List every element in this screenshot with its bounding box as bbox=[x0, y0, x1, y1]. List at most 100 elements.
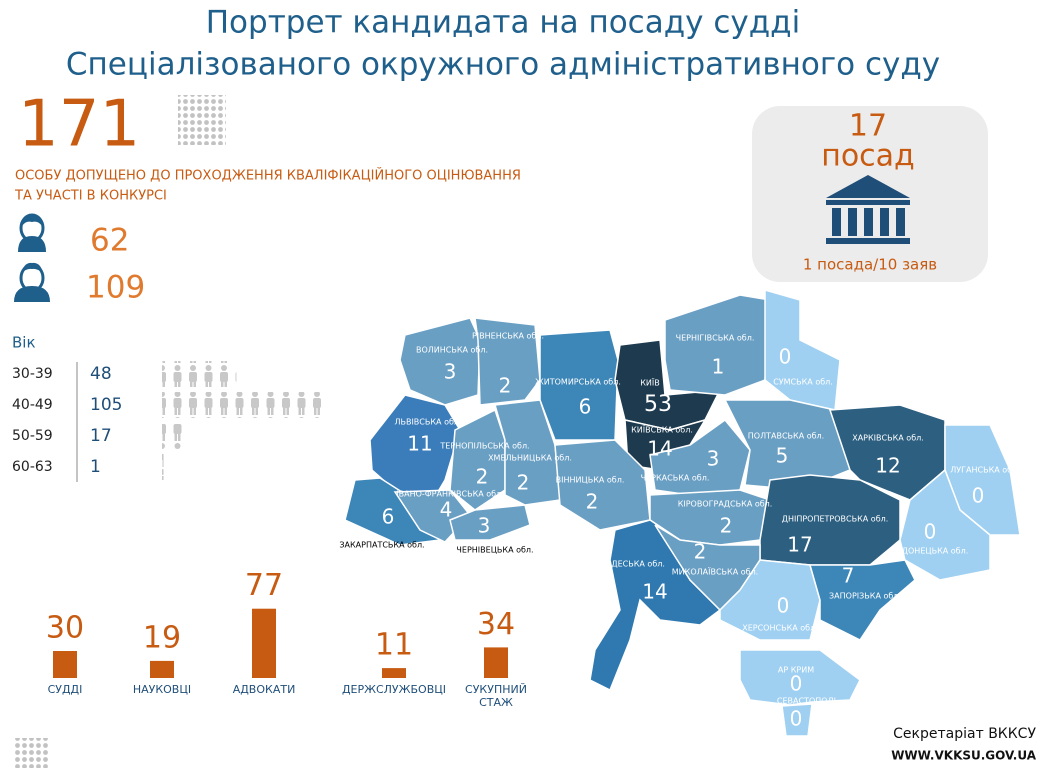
bar-category: СУКУПНИЙ СТАЖ bbox=[465, 683, 527, 709]
region-value: 11 bbox=[407, 432, 432, 456]
region-value: 2 bbox=[694, 540, 707, 564]
region-value: 2 bbox=[586, 490, 599, 514]
age-icons bbox=[162, 361, 237, 387]
region bbox=[719, 559, 821, 641]
region-name: ЗАПОРІЗЬКА обл. bbox=[829, 592, 901, 601]
positions-ratio: 1 посада/10 заяв bbox=[803, 256, 937, 274]
region-value: 0 bbox=[924, 520, 937, 544]
region-value: 7 bbox=[842, 564, 855, 588]
bar bbox=[382, 668, 406, 678]
title-line: Спеціалізованого окружного адміністратив… bbox=[66, 47, 940, 83]
age-icons bbox=[162, 423, 189, 449]
bar-value-label: 30 bbox=[46, 611, 84, 646]
male-count: 109 bbox=[86, 270, 145, 306]
age-icons bbox=[162, 392, 325, 418]
region-value: 2 bbox=[517, 471, 530, 495]
age-count: 105 bbox=[90, 395, 122, 415]
bar-category: СУДДІ bbox=[47, 683, 83, 696]
region-name: РІВНЕНСЬКА обл. bbox=[472, 332, 544, 341]
region-name: ХМЕЛЬНИЦЬКА обл. bbox=[488, 454, 572, 463]
age-range: 40-49 bbox=[12, 397, 53, 413]
region bbox=[739, 649, 861, 706]
age-count: 48 bbox=[90, 364, 112, 384]
bar bbox=[53, 651, 77, 678]
region-name: МИКОЛАЇВСЬКА обл. bbox=[672, 567, 758, 577]
region-name: ЧЕРНІГІВСЬКА обл. bbox=[676, 334, 755, 343]
region-name: АР КРИМ bbox=[778, 666, 814, 675]
age-count: 1 bbox=[90, 457, 101, 477]
total-description: ТА УЧАСТІ В КОНКУРСІ bbox=[14, 189, 167, 204]
region-name: ТЕРНОПІЛЬСЬКА обл. bbox=[439, 442, 529, 451]
region-value: 2 bbox=[720, 514, 733, 538]
region-name: ЛУГАНСЬКА обл. bbox=[950, 466, 1020, 475]
region-name: КИЇВСЬКА обл. bbox=[631, 425, 693, 435]
bar-category: НАУКОВЦІ bbox=[132, 683, 192, 696]
region-value: 2 bbox=[499, 374, 512, 398]
region-name: ДОНЕЦЬКА обл. bbox=[902, 547, 969, 556]
region bbox=[449, 504, 531, 541]
age-icons bbox=[162, 454, 164, 480]
region-value: 0 bbox=[790, 707, 803, 731]
bar-value-label: 34 bbox=[477, 607, 515, 642]
region-name: ХАРКІВСЬКА обл. bbox=[852, 434, 924, 443]
region-name: ІВАНО-ФРАНКІВСЬКА обл. bbox=[396, 490, 504, 499]
region-value: 17 bbox=[787, 533, 812, 557]
region-name: ХЕРСОНСЬКА обл. bbox=[742, 624, 818, 633]
region-name: СЕВАСТОПОЛЬ bbox=[777, 697, 839, 706]
region bbox=[664, 294, 771, 396]
bar bbox=[484, 647, 508, 678]
age-count: 17 bbox=[90, 426, 112, 446]
region-value: 6 bbox=[579, 395, 592, 419]
female-count: 62 bbox=[90, 223, 129, 259]
dots-icon bbox=[178, 95, 226, 145]
region-name: ЖИТОМИРСЬКА обл. bbox=[535, 378, 621, 387]
region bbox=[809, 559, 916, 641]
region-value: 14 bbox=[642, 580, 667, 604]
region-name: ДНІПРОПЕТРОВСЬКА обл. bbox=[782, 515, 889, 524]
region-name: ЧЕРКАСЬКА обл. bbox=[641, 474, 710, 483]
region-name: КИЇВ bbox=[640, 378, 660, 388]
male-icon bbox=[14, 262, 50, 302]
region-value: 0 bbox=[777, 594, 790, 618]
age-range: 50-59 bbox=[12, 428, 53, 444]
region-value: 6 bbox=[382, 505, 395, 529]
region-value: 0 bbox=[779, 345, 792, 369]
region-value: 1 bbox=[712, 355, 725, 379]
region-value: 3 bbox=[478, 514, 491, 538]
bar bbox=[252, 608, 276, 678]
court-icon bbox=[826, 175, 910, 244]
region-name: ПОЛТАВСЬКА обл. bbox=[748, 432, 824, 441]
region-value: 5 bbox=[776, 444, 789, 468]
region-value: 3 bbox=[444, 360, 457, 384]
region-value: 53 bbox=[644, 392, 672, 417]
footer-url: WWW.VKKSU.GOV.UA bbox=[891, 749, 1037, 763]
logo-dots bbox=[14, 738, 49, 768]
total-description: ОСОБУ ДОПУЩЕНО ДО ПРОХОДЖЕННЯ КВАЛІФІКАЦ… bbox=[15, 168, 521, 184]
region bbox=[494, 399, 561, 506]
region-name: СУМСЬКА обл. bbox=[773, 378, 833, 387]
bar-value-label: 77 bbox=[245, 568, 283, 603]
region-value: 4 bbox=[440, 498, 453, 522]
region-name: ЛЬВІВСЬКА обл. bbox=[394, 418, 461, 427]
region-name: ОДЕСЬКА обл. bbox=[605, 560, 665, 569]
positions-count: 17 bbox=[849, 109, 887, 144]
region bbox=[649, 418, 751, 496]
region bbox=[781, 703, 813, 737]
region-value: 2 bbox=[476, 465, 489, 489]
bar-value-label: 19 bbox=[143, 620, 181, 655]
region bbox=[399, 317, 481, 406]
region-name: КІРОВОГРАДСЬКА обл. bbox=[678, 500, 773, 509]
region-name: ЗАКАРПАТСЬКА обл. bbox=[339, 541, 424, 550]
bar-category: АДВОКАТИ bbox=[232, 683, 296, 696]
region bbox=[764, 289, 841, 411]
title-line: Портрет кандидата на посаду судді bbox=[206, 5, 800, 41]
region-value: 0 bbox=[790, 672, 803, 696]
age-label: Вік bbox=[12, 334, 36, 352]
female-icon bbox=[18, 213, 46, 252]
bar-value-label: 11 bbox=[375, 628, 413, 663]
age-range: 60-63 bbox=[12, 459, 53, 475]
region-name: ЧЕРНІВЕЦЬКА обл. bbox=[456, 546, 533, 555]
region-value: 3 bbox=[707, 447, 720, 471]
